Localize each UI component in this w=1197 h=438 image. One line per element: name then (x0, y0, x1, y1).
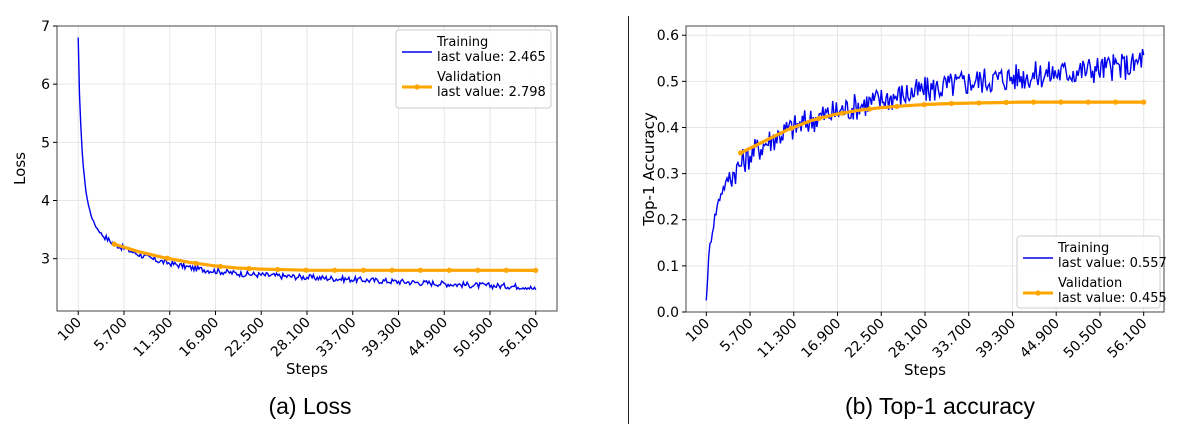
x-tick-label-8: 44.900 (1017, 316, 1063, 362)
validation-point-1 (788, 125, 795, 131)
validation-point-3 (217, 263, 223, 270)
legend-name-0: Training (1057, 241, 1109, 256)
validation-point-5 (894, 103, 900, 110)
y-tick-label-2: 0.2 (657, 213, 679, 229)
y-tick-label-6: 0.6 (657, 28, 679, 44)
validation-point-3 (839, 110, 845, 116)
legend-marker-1 (414, 84, 420, 90)
validation-point-7 (332, 267, 338, 273)
x-tick-label-6: 33.700 (314, 315, 360, 361)
y-tick-label-4: 0.4 (657, 120, 679, 136)
validation-point-10 (1030, 99, 1037, 105)
y-tick-label-4: 7 (41, 19, 50, 35)
validation-point-0 (111, 241, 117, 247)
x-tick-label-0: 100 (683, 316, 713, 346)
panel-divider (628, 16, 629, 424)
x-tick-label-3: 16.900 (176, 315, 222, 361)
y-tick-label-5: 0.5 (657, 74, 679, 90)
legend-value-0: last value: 0.557 (1058, 256, 1167, 271)
x-tick-label-10: 56.100 (497, 315, 543, 361)
validation-point-6 (921, 102, 927, 108)
loss-chart: 3 4 5 6 7 100 5.700 11.300 16.900 22.500 28.100 33.… (11, 19, 558, 378)
x-tick-label-2: 11.300 (755, 316, 801, 362)
caption-accuracy: (b) Top-1 accuracy (844, 393, 1036, 419)
x-tick-label-5: 28.100 (886, 316, 932, 362)
validation-point-0 (738, 150, 744, 156)
validation-point-14 (1141, 99, 1147, 105)
legend-value-1: last value: 0.455 (1058, 291, 1167, 306)
validation-point-7 (948, 100, 955, 107)
y-tick-label-3: 6 (41, 77, 50, 93)
validation-point-5 (274, 266, 281, 273)
legend-name-1: Validation (1058, 276, 1122, 291)
y-tick-label-0: 3 (41, 252, 50, 268)
validation-point-10 (417, 267, 424, 273)
x-tick-label-4: 22.500 (222, 315, 268, 361)
y-tick-label-1: 0.1 (657, 259, 679, 275)
validation-point-9 (1003, 99, 1009, 106)
validation-point-14 (533, 267, 539, 274)
x-tick-label-6: 33.700 (930, 316, 976, 362)
legend-value-1: last value: 2.798 (437, 85, 546, 100)
x-tick-label-0: 100 (55, 315, 85, 345)
x-tick-label-4: 22.500 (842, 316, 888, 362)
y-tick-label-1: 4 (41, 193, 50, 209)
x-tick-label-10: 56.100 (1105, 316, 1151, 362)
validation-point-9 (389, 267, 395, 273)
legend-box (395, 29, 552, 109)
y-tick-label-2: 5 (41, 135, 50, 151)
validation-point-2 (816, 115, 822, 122)
y-tick-label-3: 0.3 (657, 167, 679, 183)
validation-point-12 (1085, 99, 1091, 105)
legend-marker-1 (1035, 290, 1041, 296)
y-axis-label: Loss (11, 152, 29, 185)
validation-point-13 (1112, 99, 1119, 105)
validation-point-12 (475, 267, 481, 273)
validation-point-6 (303, 267, 309, 273)
validation-point-11 (1058, 99, 1064, 105)
validation-point-11 (446, 267, 452, 273)
validation-point-8 (360, 267, 366, 273)
x-tick-label-7: 39.300 (973, 316, 1019, 362)
validation-point-8 (976, 100, 982, 106)
caption-loss: (a) Loss (268, 393, 352, 419)
legend-name-0: Training (436, 35, 488, 50)
x-tick-label-7: 39.300 (359, 315, 405, 361)
series-validation-line (739, 100, 1144, 155)
legend-name-1: Validation (437, 70, 501, 85)
validation-point-4 (246, 265, 252, 272)
x-tick-label-2: 11.300 (131, 315, 177, 361)
x-tick-label-1: 5.700 (91, 315, 131, 355)
validation-point-1 (164, 255, 170, 261)
x-tick-label-9: 50.500 (1061, 316, 1107, 362)
legend-box (1016, 235, 1161, 309)
x-tick-label-5: 28.100 (268, 315, 314, 361)
x-tick-label-3: 16.900 (798, 316, 844, 362)
accuracy-chart: 0.0 0.1 0.2 0.3 0.4 0.5 0.6 100 5.70011.30016.90… (640, 25, 1167, 379)
x-tick-label-9: 50.500 (451, 315, 497, 361)
validation-point-13 (503, 267, 509, 273)
legend-value-0: last value: 2.465 (437, 50, 546, 65)
x-tick-label-1: 5.700 (717, 316, 757, 356)
x-axis-label: Steps (904, 361, 946, 379)
validation-point-4 (866, 106, 873, 112)
x-tick-label-8: 44.900 (405, 315, 451, 361)
x-axis-label: Steps (286, 360, 328, 378)
y-tick-label-0: 0.0 (657, 305, 679, 321)
validation-point-2 (193, 260, 199, 266)
y-axis-label: Top-1 Accuracy (640, 112, 658, 227)
series-validation-line (113, 242, 536, 272)
